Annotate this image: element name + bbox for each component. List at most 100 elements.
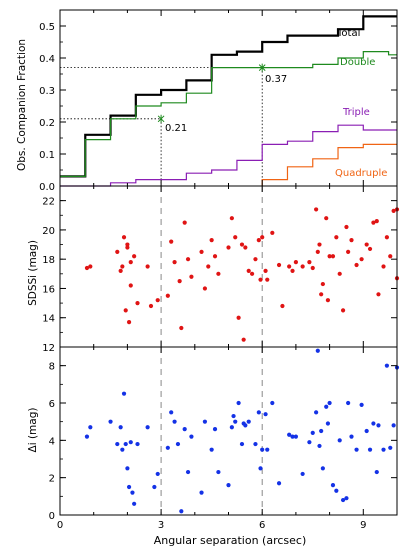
data-point — [391, 423, 396, 428]
series-triple — [60, 124, 397, 187]
bottom-ylabel: Δi (mag) — [27, 408, 39, 453]
data-point — [290, 268, 295, 273]
y-tick-label: 0.1 — [39, 150, 55, 161]
data-point — [172, 419, 177, 424]
data-point — [290, 434, 295, 439]
y-tick-label: 12 — [42, 343, 55, 354]
data-point — [334, 235, 339, 240]
data-point — [231, 413, 236, 419]
data-point — [175, 441, 181, 447]
delta-i-panel: 0 2 4 6 8 0 3 6 9 — [49, 346, 400, 531]
data-point — [132, 254, 137, 259]
data-point — [126, 320, 132, 325]
panel-frame — [59, 185, 398, 348]
data-point — [359, 402, 364, 407]
data-point — [123, 308, 128, 313]
data-point — [334, 488, 339, 493]
data-point — [226, 245, 231, 250]
data-point — [243, 423, 248, 428]
data-point — [172, 260, 177, 265]
top-ylabel: Obs. Companion Fraction — [16, 39, 28, 171]
y-tick-label: 0.4 — [39, 54, 55, 65]
data-point — [354, 447, 359, 452]
legend-triple: Triple — [342, 107, 370, 118]
data-point — [148, 303, 154, 309]
data-point — [346, 400, 351, 406]
data-point — [145, 425, 150, 430]
data-point — [371, 220, 376, 225]
data-point — [263, 412, 268, 417]
data-point — [236, 400, 241, 406]
data-point — [125, 242, 130, 247]
data-point — [319, 428, 324, 434]
data-point — [314, 410, 319, 415]
data-point — [155, 298, 160, 303]
data-point — [115, 441, 120, 447]
data-point — [310, 430, 315, 435]
data-point — [88, 425, 93, 430]
data-point — [307, 260, 312, 265]
data-point — [340, 497, 346, 503]
data-point — [287, 264, 292, 269]
y-tick-label: 4 — [49, 436, 55, 447]
data-point — [287, 432, 292, 437]
x-tick-label: 3 — [158, 520, 164, 531]
data-point — [189, 274, 194, 279]
data-point — [169, 239, 174, 244]
data-point — [349, 434, 354, 439]
data-point — [130, 490, 135, 495]
data-point — [270, 400, 275, 406]
data-point — [128, 440, 133, 445]
data-point — [216, 271, 221, 276]
data-point — [128, 260, 133, 265]
data-point — [165, 293, 170, 298]
data-point — [216, 469, 221, 475]
data-point — [179, 509, 184, 514]
data-point — [317, 443, 322, 449]
data-point — [260, 447, 265, 452]
data-point — [182, 220, 187, 225]
data-point — [293, 434, 298, 439]
data-point — [256, 238, 261, 243]
data-point — [276, 262, 282, 268]
data-point — [125, 245, 130, 250]
data-point — [125, 466, 130, 471]
data-point — [121, 391, 127, 396]
data-point — [354, 262, 359, 268]
marker-x3 — [157, 114, 165, 123]
data-point — [263, 268, 268, 273]
data-point — [314, 207, 319, 212]
data-point — [128, 283, 133, 288]
text-labels: Obs. Companion Fraction SDSSi (mag) Δi (… — [16, 28, 387, 547]
y-tick-label: 8 — [49, 362, 55, 373]
data-point — [258, 277, 263, 282]
data-point — [359, 257, 364, 262]
data-point — [229, 216, 234, 221]
series-double — [60, 51, 397, 177]
data-point — [388, 445, 393, 450]
data-point — [340, 308, 346, 313]
data-point — [376, 292, 381, 297]
data-point — [317, 242, 322, 247]
data-point — [324, 216, 329, 221]
data-point — [123, 441, 128, 447]
data-point — [182, 427, 187, 432]
data-point — [212, 427, 218, 432]
data-point — [233, 419, 238, 424]
data-point — [367, 447, 373, 452]
data-point — [300, 264, 305, 269]
legend-quadruple: Quadruple — [335, 168, 387, 179]
data-point — [260, 235, 265, 240]
x-tick-label: 9 — [360, 520, 366, 531]
sdssi-magnitude-panel: 12 14 16 18 20 22 — [42, 185, 400, 354]
series-total — [60, 15, 397, 178]
y-tick-label: 20 — [42, 226, 55, 237]
data-point — [132, 501, 137, 506]
data-point — [243, 245, 248, 250]
data-point — [165, 445, 170, 450]
x-axis-label: Angular separation (arcsec) — [154, 534, 307, 547]
annotation-021: 0.21 — [165, 123, 187, 134]
data-point — [135, 300, 140, 306]
data-point — [185, 257, 191, 262]
